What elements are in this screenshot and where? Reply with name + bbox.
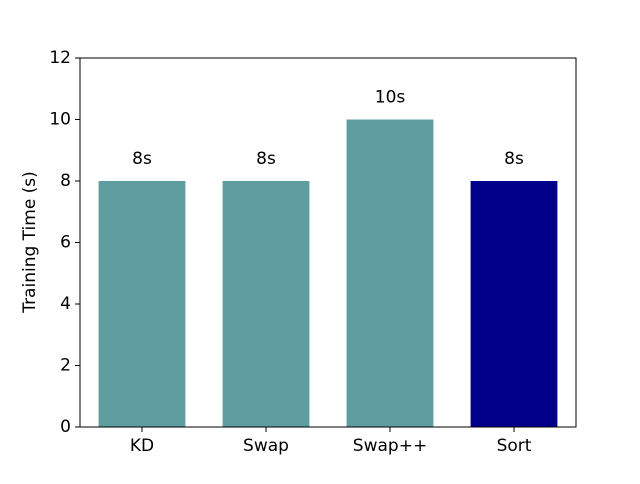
value-label: 10s: [375, 88, 406, 108]
y-tick-label: 4: [60, 294, 71, 314]
x-tick-label: KD: [130, 436, 154, 456]
value-label: 8s: [256, 149, 276, 169]
x-tick-label: Swap: [243, 436, 289, 456]
y-tick-label: 0: [60, 417, 71, 437]
y-axis-label: Training Time (s): [20, 171, 40, 314]
value-label: 8s: [132, 149, 152, 169]
value-label: 8s: [504, 149, 524, 169]
bar: [346, 119, 434, 427]
y-tick-label: 8: [60, 171, 71, 191]
plot-frame: [79, 57, 577, 428]
bar: [222, 181, 310, 427]
x-tick-label: Sort: [497, 436, 532, 456]
x-tick-label: Swap++: [353, 436, 427, 456]
y-tick-label: 6: [60, 233, 71, 253]
y-tick-label: 2: [60, 356, 71, 376]
bar: [98, 181, 186, 427]
bar: [470, 181, 558, 427]
y-tick-label: 10: [49, 110, 71, 130]
y-tick-label: 12: [49, 48, 71, 68]
